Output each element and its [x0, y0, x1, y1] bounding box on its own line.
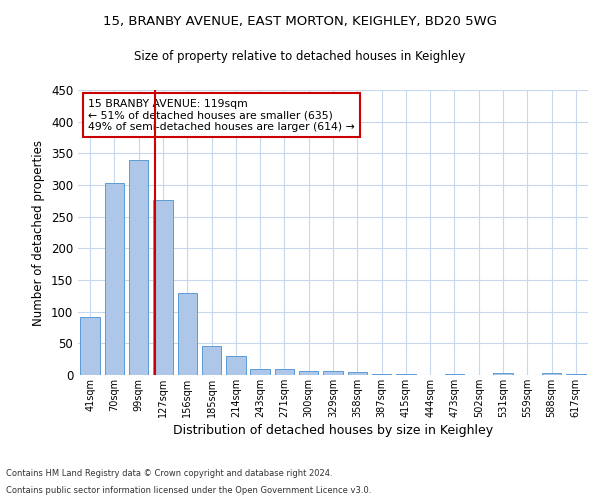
Bar [323, 370, 343, 375]
Bar [566, 374, 586, 375]
Bar [542, 373, 561, 375]
Bar [80, 316, 100, 375]
Bar [299, 370, 319, 375]
Bar [202, 346, 221, 375]
Bar [129, 160, 148, 375]
Bar [396, 374, 416, 375]
Bar [445, 374, 464, 375]
Text: 15 BRANBY AVENUE: 119sqm
← 51% of detached houses are smaller (635)
49% of semi-: 15 BRANBY AVENUE: 119sqm ← 51% of detach… [88, 98, 355, 132]
Text: Contains public sector information licensed under the Open Government Licence v3: Contains public sector information licen… [6, 486, 371, 495]
Bar [275, 368, 294, 375]
Text: Size of property relative to detached houses in Keighley: Size of property relative to detached ho… [134, 50, 466, 63]
Bar [250, 370, 270, 375]
Bar [105, 183, 124, 375]
Bar [178, 292, 197, 375]
Bar [493, 373, 513, 375]
Bar [372, 374, 391, 375]
Bar [347, 372, 367, 375]
Bar [153, 200, 173, 375]
X-axis label: Distribution of detached houses by size in Keighley: Distribution of detached houses by size … [173, 424, 493, 437]
Y-axis label: Number of detached properties: Number of detached properties [32, 140, 46, 326]
Bar [226, 356, 245, 375]
Text: Contains HM Land Registry data © Crown copyright and database right 2024.: Contains HM Land Registry data © Crown c… [6, 468, 332, 477]
Text: 15, BRANBY AVENUE, EAST MORTON, KEIGHLEY, BD20 5WG: 15, BRANBY AVENUE, EAST MORTON, KEIGHLEY… [103, 15, 497, 28]
